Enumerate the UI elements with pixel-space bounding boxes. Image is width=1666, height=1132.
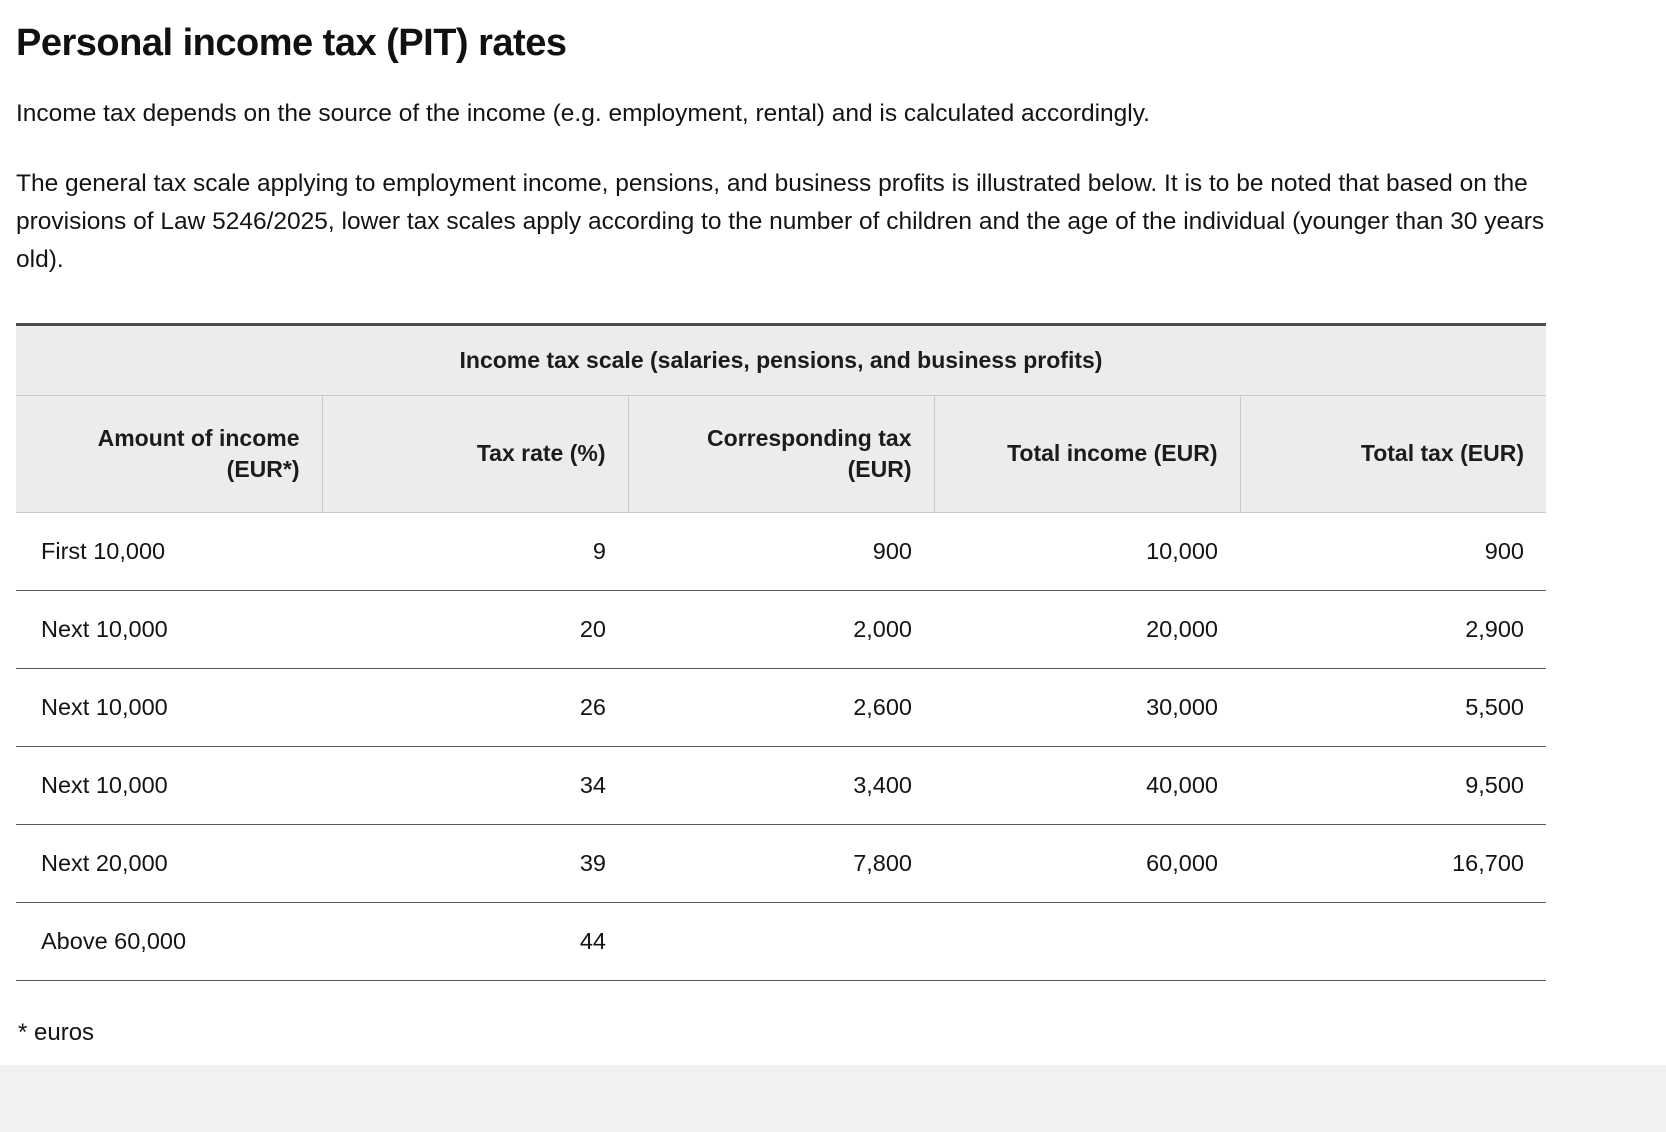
table-caption: Income tax scale (salaries, pensions, an… (16, 324, 1546, 396)
table-row: First 10,000 9 900 10,000 900 (16, 512, 1546, 591)
table-header-row: Amount of income (EUR*) Tax rate (%) Corre… (16, 395, 1546, 513)
table-caption-row: Income tax scale (salaries, pensions, an… (16, 324, 1546, 396)
table-cell: 2,900 (1240, 590, 1546, 669)
table-cell (1240, 902, 1546, 981)
bottom-strip (0, 1065, 1666, 1132)
document-page: Personal income tax (PIT) rates Income t… (16, 22, 1546, 1046)
table-cell: 20 (322, 590, 628, 669)
table-cell: 900 (1240, 512, 1546, 591)
table-row: Next 10,000 20 2,000 20,000 2,900 (16, 590, 1546, 669)
table-cell: 2,600 (628, 668, 934, 747)
table-row: Next 10,000 26 2,600 30,000 5,500 (16, 668, 1546, 747)
table-cell: Next 10,000 (16, 668, 322, 747)
table-cell: 34 (322, 746, 628, 825)
column-header: Total tax (EUR) (1239, 395, 1546, 513)
table-body: First 10,000 9 900 10,000 900 Next 10,000 20 2,… (16, 512, 1546, 981)
table-cell: Next 10,000 (16, 746, 322, 825)
table-cell: 9,500 (1240, 746, 1546, 825)
table-cell: 40,000 (934, 746, 1240, 825)
table-cell: 3,400 (628, 746, 934, 825)
intro-paragraph: Income tax depends on the source of the … (16, 100, 1150, 127)
table-cell: 26 (322, 668, 628, 747)
table-cell: 16,700 (1240, 824, 1546, 903)
table-cell: 7,800 (628, 824, 934, 903)
table-cell: 60,000 (934, 824, 1240, 903)
table-cell: Next 20,000 (16, 824, 322, 903)
table-cell: 900 (628, 512, 934, 591)
table-cell: 5,500 (1240, 668, 1546, 747)
table-row: Above 60,000 44 (16, 902, 1546, 981)
income-tax-table: Income tax scale (salaries, pensions, an… (16, 322, 1546, 981)
table-cell (628, 902, 934, 981)
table-row: Next 10,000 34 3,400 40,000 9,500 (16, 746, 1546, 825)
table-cell: 44 (322, 902, 628, 981)
column-header: Total income (EUR) (933, 395, 1240, 513)
column-header: Amount of income (EUR*) (16, 395, 322, 513)
table-cell: 2,000 (628, 590, 934, 669)
table-cell: 20,000 (934, 590, 1240, 669)
table-cell: 39 (322, 824, 628, 903)
table-row: Next 20,000 39 7,800 60,000 16,700 (16, 824, 1546, 903)
table-head: Income tax scale (salaries, pensions, an… (16, 324, 1546, 513)
page-title: Personal income tax (PIT) rates (16, 22, 567, 64)
column-header: Corresponding tax (EUR) (627, 395, 934, 513)
table-cell (934, 902, 1240, 981)
table-cell: 10,000 (934, 512, 1240, 591)
table-cell: Next 10,000 (16, 590, 322, 669)
footnote: * euros (18, 1018, 95, 1046)
column-header: Tax rate (%) (321, 395, 628, 513)
table-cell: Above 60,000 (16, 902, 322, 981)
table-cell: First 10,000 (16, 512, 322, 591)
table-cell: 30,000 (934, 668, 1240, 747)
tax-scale-paragraph: The general tax scale applying to employ… (16, 169, 1545, 273)
table-cell: 9 (322, 512, 628, 591)
